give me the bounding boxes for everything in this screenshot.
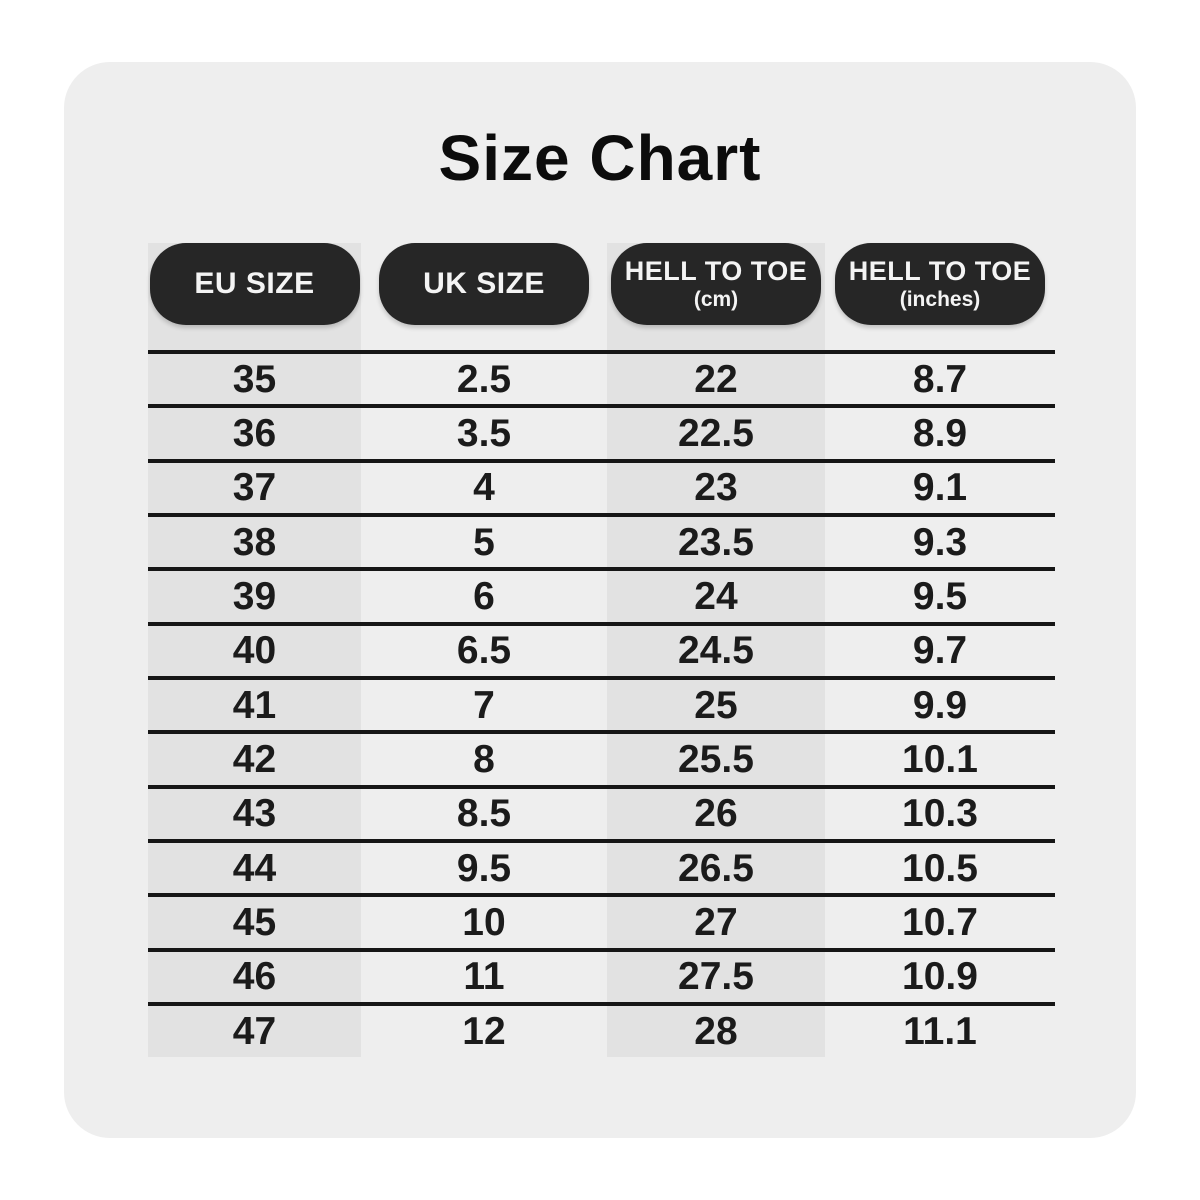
table-cell: 47 bbox=[232, 1009, 277, 1053]
table-cell: 44 bbox=[232, 846, 277, 890]
column-header-heel-to-toe-inches: HELL TO TOE (inches) bbox=[835, 243, 1045, 325]
table-cell: 10.1 bbox=[902, 737, 978, 781]
table-row: 47 12 28 11.1 bbox=[148, 1001, 1055, 1056]
table-cell: 4 bbox=[473, 466, 495, 510]
table-cell: 39 bbox=[232, 574, 277, 618]
column-header-sub-label: (cm) bbox=[693, 287, 739, 311]
table-cell: 9.9 bbox=[912, 683, 968, 727]
table-row: 38 5 23.5 9.3 bbox=[148, 512, 1055, 567]
table-cell: 10.3 bbox=[902, 792, 978, 836]
table-cell: 43 bbox=[232, 792, 277, 836]
table-row: 41 7 25 9.9 bbox=[148, 675, 1055, 730]
table-cell: 10.9 bbox=[902, 955, 978, 999]
table-cell: 11.1 bbox=[903, 1009, 977, 1053]
column-header-uk-size: UK SIZE bbox=[379, 243, 589, 325]
table-cell: 11 bbox=[463, 955, 505, 999]
table-cell: 42 bbox=[232, 737, 277, 781]
column-stripe-cm bbox=[607, 243, 825, 1057]
column-header-label: HELL TO TOE bbox=[848, 256, 1032, 287]
table-cell: 22.5 bbox=[678, 411, 754, 455]
page-title: Size Chart bbox=[438, 122, 762, 194]
table-cell: 9.3 bbox=[912, 520, 968, 564]
table-cell: 8.5 bbox=[456, 792, 512, 836]
table-cell: 10.5 bbox=[902, 846, 978, 890]
column-header-label: HELL TO TOE bbox=[624, 256, 808, 287]
table-cell: 12 bbox=[462, 1009, 506, 1053]
table-cell: 22 bbox=[694, 357, 738, 401]
table-row: 45 10 27 10.7 bbox=[148, 893, 1055, 947]
table-row: 40 6.5 24.5 9.7 bbox=[148, 621, 1055, 676]
table-cell: 9.7 bbox=[912, 629, 968, 673]
table-cell: 23.5 bbox=[678, 520, 754, 564]
table-cell: 9.1 bbox=[912, 466, 968, 510]
table-cell: 8.7 bbox=[912, 357, 968, 401]
table-cell: 46 bbox=[232, 955, 277, 999]
table-cell: 28 bbox=[694, 1009, 738, 1053]
table-cell: 23 bbox=[694, 466, 738, 510]
table-cell: 26.5 bbox=[678, 846, 754, 890]
table-cell: 37 bbox=[232, 466, 277, 510]
table-body: 35 2.5 22 8.7 36 3.5 22.5 8.9 37 4 23 9.1 38 5 23.5 9.3… bbox=[148, 350, 1055, 1056]
table-cell: 8.9 bbox=[912, 411, 968, 455]
table-row: 44 9.5 26.5 10.5 bbox=[148, 838, 1055, 893]
table-cell: 45 bbox=[232, 900, 277, 944]
table-row: 42 8 25.5 10.1 bbox=[148, 730, 1055, 784]
column-header-eu-size: EU SIZE bbox=[149, 243, 360, 325]
table-cell: 25.5 bbox=[678, 737, 754, 781]
table-cell: 6.5 bbox=[456, 629, 512, 673]
size-chart-card: Size Chart EU SIZE UK SIZE HELL TO TOE (… bbox=[64, 62, 1136, 1138]
column-stripe-eu bbox=[148, 243, 361, 1057]
table-row: 46 11 27.5 10.9 bbox=[148, 947, 1055, 1002]
table-cell: 27 bbox=[694, 900, 738, 944]
table-row: 43 8.5 26 10.3 bbox=[148, 784, 1055, 839]
table-cell: 27.5 bbox=[678, 955, 754, 999]
table-header-row: EU SIZE UK SIZE HELL TO TOE (cm) HELL TO… bbox=[148, 243, 1055, 350]
table-cell: 2.5 bbox=[456, 357, 512, 401]
table-cell: 40 bbox=[232, 629, 277, 673]
table-row: 37 4 23 9.1 bbox=[148, 458, 1055, 513]
table-cell: 24 bbox=[694, 574, 738, 618]
table-cell: 3.5 bbox=[456, 411, 512, 455]
table-cell: 5 bbox=[473, 520, 495, 564]
table-cell: 38 bbox=[232, 520, 277, 564]
column-header-heel-to-toe-cm: HELL TO TOE (cm) bbox=[611, 243, 821, 325]
table-cell: 26 bbox=[694, 792, 738, 836]
column-header-sub-label: (inches) bbox=[899, 287, 981, 311]
column-header-label: EU SIZE bbox=[194, 267, 315, 301]
table-cell: 7 bbox=[473, 683, 495, 727]
table-cell: 9.5 bbox=[456, 846, 512, 890]
table-cell: 24.5 bbox=[678, 629, 754, 673]
table-cell: 6 bbox=[473, 574, 495, 618]
column-header-label: UK SIZE bbox=[423, 267, 545, 301]
table-cell: 9.5 bbox=[912, 574, 968, 618]
table-row: 35 2.5 22 8.7 bbox=[148, 350, 1055, 404]
table-cell: 25 bbox=[694, 683, 738, 727]
table-cell: 41 bbox=[232, 683, 277, 727]
table-row: 39 6 24 9.5 bbox=[148, 567, 1055, 621]
table-cell: 10.7 bbox=[902, 900, 978, 944]
table-cell: 35 bbox=[232, 357, 277, 401]
table-row: 36 3.5 22.5 8.9 bbox=[148, 404, 1055, 458]
size-table: EU SIZE UK SIZE HELL TO TOE (cm) HELL TO… bbox=[148, 243, 1055, 1057]
table-cell: 8 bbox=[473, 737, 495, 781]
table-cell: 10 bbox=[462, 900, 506, 944]
table-cell: 36 bbox=[232, 411, 277, 455]
